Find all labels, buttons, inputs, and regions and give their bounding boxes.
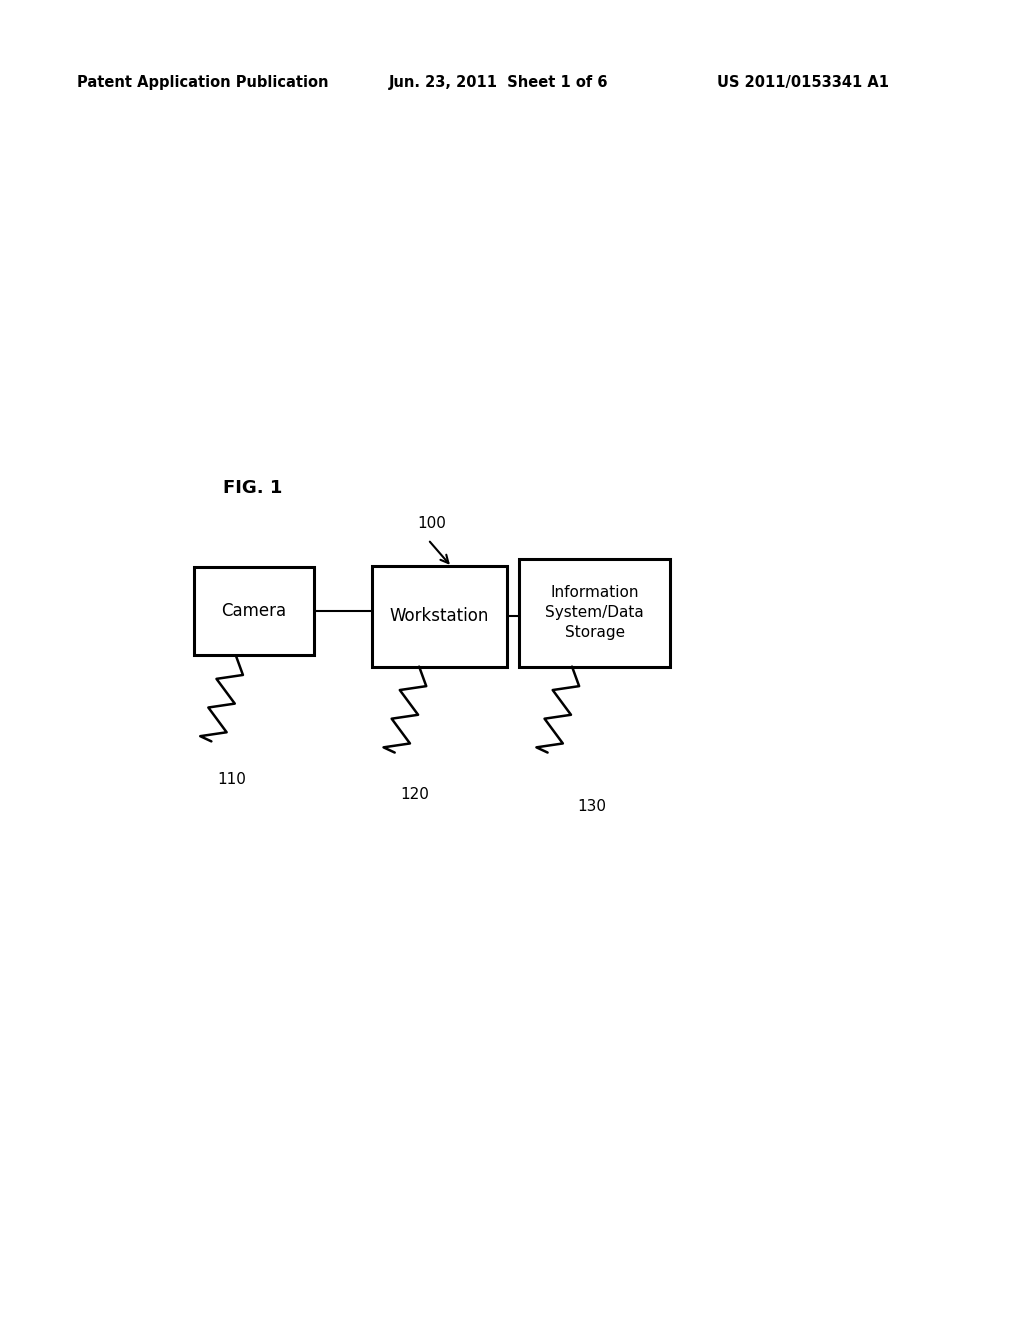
Text: Workstation: Workstation — [390, 607, 489, 626]
Text: Camera: Camera — [221, 602, 287, 620]
Text: Patent Application Publication: Patent Application Publication — [77, 75, 329, 90]
Text: Jun. 23, 2011  Sheet 1 of 6: Jun. 23, 2011 Sheet 1 of 6 — [389, 75, 608, 90]
Text: 130: 130 — [578, 799, 606, 813]
Text: Information
System/Data
Storage: Information System/Data Storage — [545, 586, 644, 640]
Bar — [519, 558, 670, 667]
Text: FIG. 1: FIG. 1 — [223, 479, 283, 496]
Bar — [372, 566, 507, 667]
Bar — [194, 568, 313, 656]
Text: 110: 110 — [217, 772, 247, 787]
Text: 100: 100 — [418, 516, 446, 532]
Text: 120: 120 — [400, 787, 430, 801]
Text: US 2011/0153341 A1: US 2011/0153341 A1 — [717, 75, 889, 90]
